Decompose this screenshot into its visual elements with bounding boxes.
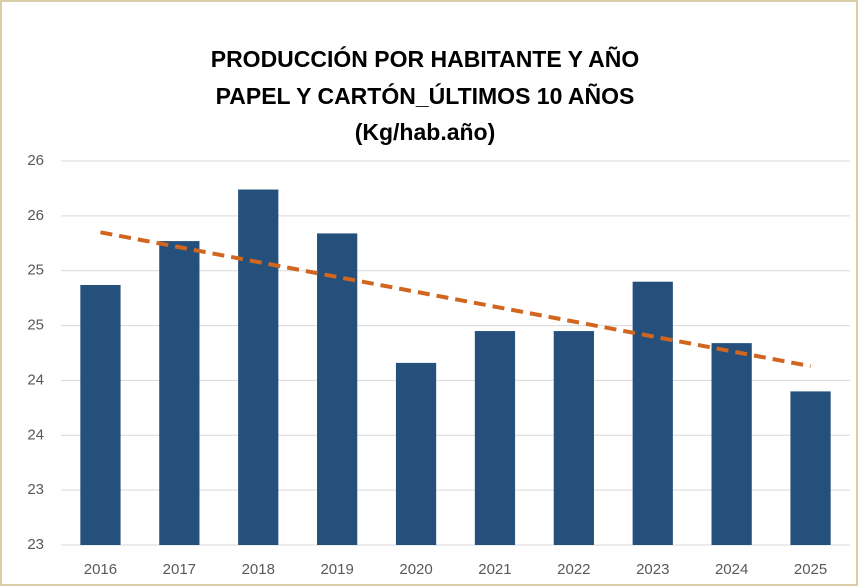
y-tick-label: 26 [27,152,44,169]
bar [80,284,121,545]
y-tick-label: 26 [27,207,44,224]
x-tick-label: 2020 [399,561,432,578]
x-tick-label: 2024 [715,561,748,578]
y-tick-label: 24 [27,371,44,388]
y-tick-label: 23 [27,481,44,498]
bar [553,331,594,545]
x-tick-label: 2022 [557,561,590,578]
bar [790,391,831,545]
x-tick-label: 2016 [84,561,117,578]
y-tick-label: 25 [27,317,44,334]
chart-subtitle: (Kg/hab.año) [355,119,496,145]
x-tick-label: 2025 [794,561,827,578]
y-tick-label: 23 [27,536,44,553]
chart-title: PRODUCCIÓN POR HABITANTE Y AÑO [211,45,640,72]
bar [317,233,358,545]
y-tick-label: 24 [27,426,44,443]
x-tick-label: 2019 [320,561,353,578]
bar [159,241,200,545]
bar [632,281,673,545]
x-tick-label: 2023 [636,561,669,578]
x-tick-label: 2021 [478,561,511,578]
bar [474,331,516,545]
bar [238,189,279,546]
chart-title: PAPEL Y CARTÓN_ÚLTIMOS 10 AÑOS [216,82,635,109]
y-tick-label: 25 [27,262,44,279]
trend-line [100,230,811,369]
bar [711,343,752,545]
x-tick-label: 2017 [163,561,196,578]
x-tick-label: 2018 [242,561,275,578]
bar [395,362,437,545]
